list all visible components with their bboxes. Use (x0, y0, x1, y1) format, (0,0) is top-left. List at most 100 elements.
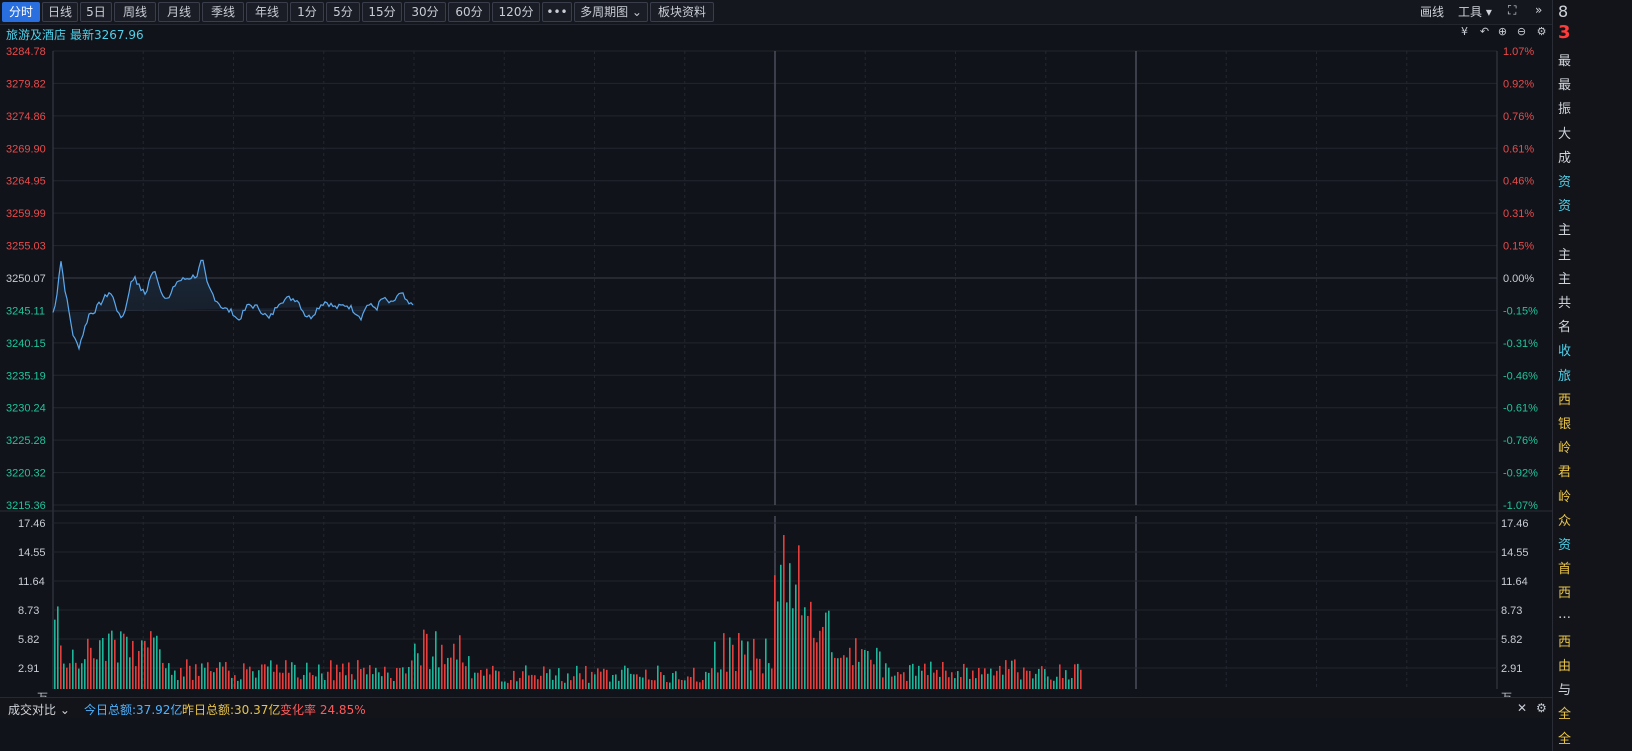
volume-bar (1044, 669, 1046, 689)
volume-bar (903, 672, 905, 689)
volume-bar (96, 659, 98, 689)
panel-item: 旅 (1558, 368, 1572, 384)
volume-bar (732, 644, 734, 689)
period-tab-11[interactable]: 60分 (448, 2, 490, 22)
volume-bar (318, 664, 320, 689)
volume-bar (75, 662, 77, 689)
settings-icon[interactable]: ⚙ (1536, 25, 1547, 38)
zoom-out-icon[interactable]: ⊖ (1516, 25, 1527, 38)
period-tab-7[interactable]: 1分 (290, 2, 324, 22)
volume-bar (417, 653, 419, 689)
period-tab-6[interactable]: 年线 (246, 2, 288, 22)
volume-bar (879, 651, 881, 689)
compare-dropdown[interactable]: 成交对比 ⌄ (8, 703, 70, 717)
undo-icon[interactable]: ↶ (1479, 25, 1490, 38)
currency-icon[interactable]: ¥ (1461, 25, 1468, 38)
volume-bar (609, 681, 611, 689)
volume-bar (354, 679, 356, 689)
period-tab-5[interactable]: 季线 (202, 2, 244, 22)
volume-bar (135, 666, 137, 689)
pct-tick-label: -0.15% (1503, 305, 1538, 317)
volume-bar (165, 668, 167, 689)
volume-bar (897, 671, 899, 689)
period-tab-9[interactable]: 15分 (362, 2, 402, 22)
volume-bar (186, 659, 188, 689)
volume-bar (807, 615, 809, 689)
volume-bar (870, 659, 872, 689)
volume-bar (132, 640, 134, 689)
draw-line-button[interactable]: 画线 (1420, 5, 1445, 19)
volume-bar (225, 662, 227, 689)
volume-bar (90, 647, 92, 689)
period-tab-2[interactable]: 5日 (80, 2, 112, 22)
volume-bar (264, 664, 266, 689)
volume-bar (258, 670, 260, 689)
period-tab-4[interactable]: 月线 (158, 2, 200, 22)
volume-tick-label-right: 14.55 (1501, 547, 1529, 559)
volume-bar (915, 675, 917, 689)
tools-dropdown[interactable]: 工具 ▾ (1458, 5, 1492, 19)
volume-bar (348, 662, 350, 689)
volume-bar (507, 682, 509, 689)
volume-bar (207, 662, 209, 689)
period-tab-0[interactable]: 分时 (2, 2, 40, 22)
zoom-in-icon[interactable]: ⊕ (1497, 25, 1508, 38)
volume-bar (327, 671, 329, 689)
volume-bar (123, 633, 125, 689)
volume-bar (111, 630, 113, 689)
volume-tick-label-right: 5.82 (1501, 634, 1522, 646)
multi-period-dropdown[interactable]: 多周期图 ⌄ (574, 2, 648, 22)
panel-item: 西 (1558, 634, 1572, 650)
volume-bar (834, 657, 836, 689)
period-tab-3[interactable]: 周线 (114, 2, 156, 22)
fullscreen-icon[interactable]: ⛶ (1508, 3, 1517, 17)
sector-info-button[interactable]: 板块资料 (650, 2, 714, 22)
volume-bar (357, 660, 359, 689)
period-tab-1[interactable]: 日线 (42, 2, 78, 22)
price-tick-label: 3255.03 (6, 241, 46, 253)
period-tab-10[interactable]: 30分 (404, 2, 446, 22)
close-icon[interactable]: ✕ (1517, 701, 1528, 715)
volume-bar (912, 663, 914, 689)
volume-bar (195, 664, 197, 689)
period-tab-12[interactable]: 120分 (492, 2, 540, 22)
expand-icon[interactable]: » (1535, 3, 1543, 17)
volume-bar (126, 636, 128, 689)
volume-bar (615, 674, 617, 689)
volume-bar (360, 669, 362, 689)
price-line (52, 259, 414, 351)
more-periods-button[interactable]: ••• (542, 2, 572, 22)
volume-bar (657, 665, 659, 689)
volume-tick-label: 11.64 (18, 576, 45, 588)
volume-bar (936, 669, 938, 689)
volume-bar (81, 663, 83, 689)
change-value: 24.85% (319, 703, 366, 717)
volume-tick-label-right: 8.73 (1501, 605, 1522, 617)
volume-bar (906, 680, 908, 689)
pct-tick-label: 0.46% (1503, 176, 1534, 188)
pct-tick-label: 0.92% (1503, 78, 1534, 90)
gear-icon[interactable]: ⚙ (1536, 701, 1547, 715)
volume-bar (681, 680, 683, 689)
period-tab-8[interactable]: 5分 (326, 2, 360, 22)
chart-subheader: 旅游及酒店 最新3267.96 ¥ ↶ ⊕ ⊖ ⚙ (0, 24, 1560, 42)
volume-bar (939, 676, 941, 689)
volume-bar (531, 674, 533, 689)
volume-bar (783, 535, 785, 689)
sector-name: 旅游及酒店 (6, 28, 67, 42)
volume-bar (540, 675, 542, 689)
volume-bar (315, 676, 317, 689)
volume-bar (87, 638, 89, 689)
volume-bar (471, 678, 473, 689)
volume-bar (105, 660, 107, 689)
volume-bar (510, 680, 512, 689)
volume-bar (672, 673, 674, 689)
volume-bar (72, 649, 74, 689)
volume-bar (981, 674, 983, 689)
volume-bar (63, 663, 65, 689)
volume-bar (384, 666, 386, 689)
volume-bar (555, 675, 557, 689)
volume-bar (306, 662, 308, 689)
volume-bar (714, 641, 716, 689)
volume-bar (696, 681, 698, 689)
